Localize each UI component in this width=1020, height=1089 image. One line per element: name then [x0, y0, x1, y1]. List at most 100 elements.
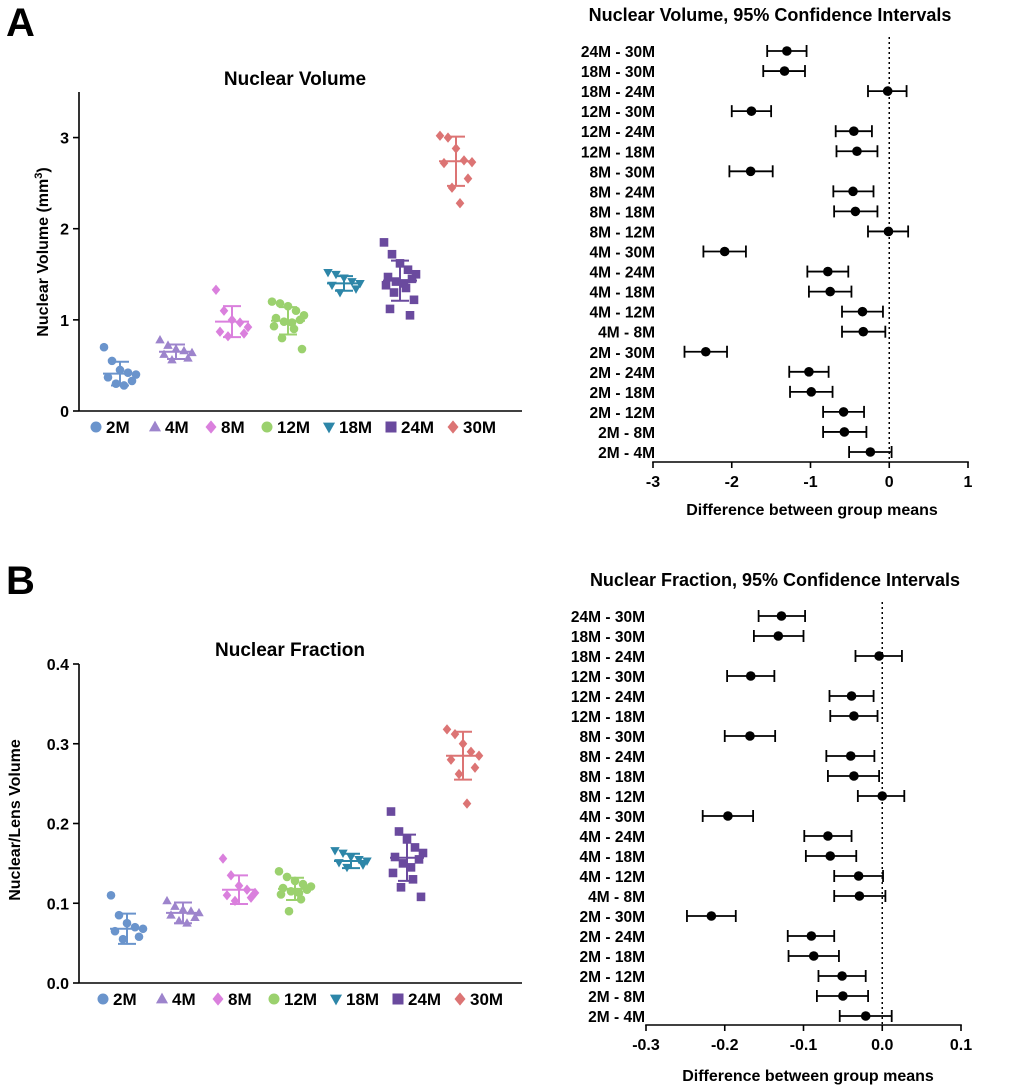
- data-point: [119, 381, 129, 390]
- data-point: [274, 867, 284, 876]
- data-point: [283, 301, 293, 311]
- legend-marker-icon: [322, 422, 336, 434]
- data-point: [269, 321, 279, 331]
- series-24M: [386, 807, 428, 902]
- mean-difference-point: [858, 326, 869, 337]
- x-tick-label: -0.1: [790, 1037, 818, 1054]
- data-point: [451, 143, 461, 154]
- y-axis-label: Nuclear/Lens Volume: [7, 739, 24, 901]
- data-point: [194, 907, 204, 917]
- data-point: [271, 313, 281, 323]
- comparison-label: 8M - 24M: [590, 184, 655, 201]
- comparison-label: 4M - 18M: [590, 285, 655, 302]
- data-point: [339, 274, 349, 283]
- data-point: [235, 317, 245, 328]
- data-point: [138, 924, 148, 934]
- legend-marker-icon: [90, 421, 102, 433]
- data-point: [458, 738, 468, 749]
- data-point: [118, 934, 128, 944]
- data-point: [302, 885, 312, 894]
- comparison-label: 18M - 30M: [581, 64, 655, 81]
- series-30M: [435, 130, 477, 209]
- comparison-label: 4M - 18M: [580, 849, 645, 866]
- nuclear-fraction-scatter-chart: Nuclear Fraction Nuclear/Lens Volume 0.0…: [7, 640, 522, 1009]
- data-point: [383, 272, 393, 282]
- data-point: [403, 265, 413, 275]
- mean-difference-point: [849, 711, 859, 721]
- chart-title: Nuclear Fraction: [215, 640, 365, 661]
- legend-marker-icon: [392, 993, 404, 1005]
- y-tick-label: 2: [60, 222, 69, 239]
- series-12M: [274, 867, 316, 916]
- legend-marker-icon: [205, 420, 217, 434]
- series-2M: [99, 342, 141, 390]
- comparison-label: 2M - 18M: [580, 949, 645, 966]
- data-point: [407, 274, 417, 284]
- data-point: [284, 906, 294, 916]
- mean-difference-point: [838, 407, 849, 417]
- mean-difference-point: [806, 931, 817, 941]
- data-point: [242, 884, 252, 895]
- data-point: [327, 281, 337, 291]
- mean-difference-point: [773, 631, 784, 641]
- legend-label: 30M: [463, 418, 496, 437]
- legend-item-18M: 18M: [322, 418, 372, 437]
- data-point: [347, 278, 357, 287]
- data-point: [470, 762, 480, 773]
- data-point: [282, 872, 292, 882]
- nuclear-volume-ci-chart: Nuclear Volume, 95% Confidence Intervals…: [581, 5, 973, 519]
- data-point: [354, 855, 364, 865]
- data-point: [290, 876, 300, 886]
- mean-difference-point: [838, 991, 848, 1001]
- data-point: [459, 155, 469, 166]
- series-8M: [218, 853, 260, 907]
- data-point: [346, 853, 356, 862]
- data-point: [358, 861, 368, 870]
- comparison-label: 2M - 18M: [590, 385, 655, 402]
- y-axis-label-sup: 3: [33, 173, 45, 179]
- mean-difference-point: [853, 871, 864, 881]
- mean-difference-point: [882, 86, 893, 96]
- comparison-label: 4M - 8M: [598, 325, 655, 342]
- data-point: [106, 890, 116, 900]
- data-point: [411, 269, 421, 279]
- mean-difference-point: [776, 611, 787, 621]
- data-point: [410, 843, 420, 852]
- data-point: [222, 890, 232, 901]
- data-point: [387, 249, 397, 259]
- legend-marker-icon: [97, 993, 109, 1005]
- data-point: [159, 349, 169, 358]
- legend-item-4M: 4M: [155, 990, 196, 1009]
- data-point: [170, 901, 180, 910]
- x-tick-label: -2: [725, 474, 739, 491]
- mean-difference-point: [723, 811, 733, 821]
- data-point: [342, 863, 352, 873]
- legend-item-12M: 12M: [268, 990, 317, 1009]
- data-point: [443, 132, 453, 143]
- mean-difference-point: [806, 387, 817, 397]
- comparison-label: 18M - 24M: [581, 84, 655, 101]
- data-point: [239, 328, 249, 339]
- data-point: [450, 729, 460, 740]
- chart-title: Nuclear Fraction, 95% Confidence Interva…: [590, 570, 960, 590]
- legend-label: 24M: [401, 418, 434, 437]
- data-point: [223, 331, 233, 342]
- comparison-label: 8M - 12M: [580, 789, 645, 806]
- mean-difference-point: [823, 266, 833, 277]
- comparison-label: 2M - 24M: [590, 365, 655, 382]
- mean-difference-point: [782, 46, 792, 56]
- comparison-label: 2M - 12M: [580, 969, 645, 986]
- y-tick-label: 0.1: [47, 896, 69, 913]
- data-point: [276, 890, 286, 899]
- data-point: [110, 926, 120, 936]
- data-point: [414, 855, 424, 864]
- data-point: [406, 863, 416, 872]
- data-point: [155, 334, 165, 344]
- data-point: [295, 315, 305, 325]
- comparison-label: 12M - 30M: [581, 104, 655, 121]
- mean-difference-point: [745, 166, 756, 177]
- data-point: [334, 859, 344, 868]
- mean-difference-point: [852, 146, 862, 157]
- data-point: [466, 746, 476, 757]
